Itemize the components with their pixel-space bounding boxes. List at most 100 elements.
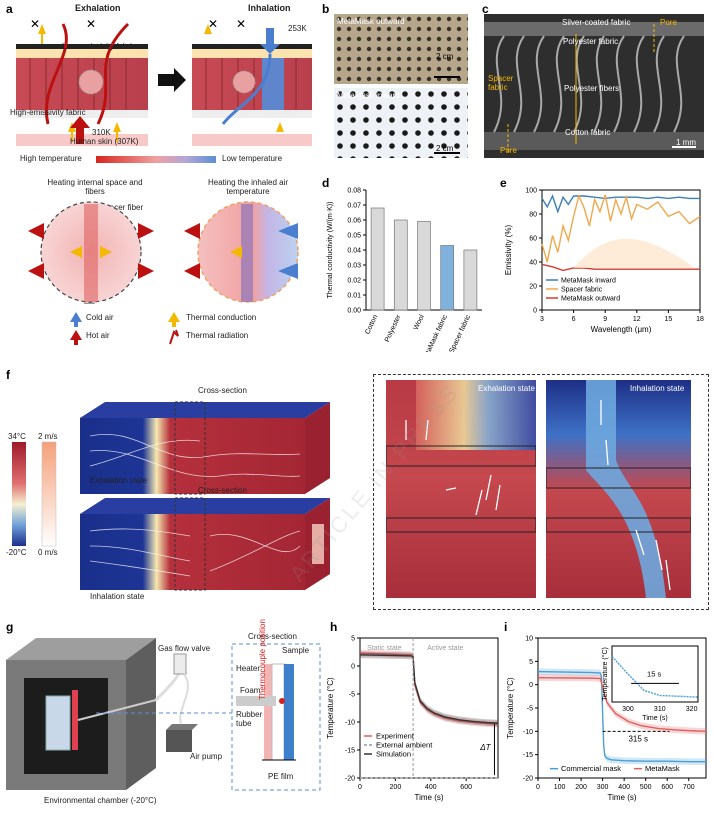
y-tick-label: 0.04: [347, 248, 361, 255]
temp-310-label: 310K: [92, 128, 111, 137]
y-tick-label: 0.03: [347, 263, 361, 270]
scale-bar-c: 1 mm: [676, 138, 696, 147]
cross-section-label-1: Cross-section: [198, 386, 247, 395]
inhalation-title: Inhalation: [248, 3, 291, 13]
y-tick-label: 0.02: [347, 278, 361, 285]
panel-label-d: d: [322, 176, 330, 190]
y-tick-label: 60: [529, 236, 537, 243]
x-axis-label: Wavelength (μm): [591, 325, 652, 334]
scale-bar-b2: 2 cm: [436, 144, 454, 153]
panel-label-b: b: [322, 2, 330, 16]
svg-text:✕: ✕: [30, 17, 40, 31]
svg-text:—: —: [84, 297, 95, 309]
sample-label: Sample: [282, 646, 310, 655]
cotton-fabric-label: Cotton fabric: [565, 128, 611, 137]
legend-label: MetaMask inward: [561, 278, 616, 285]
legend-thermal-radiation: Thermal radiation: [186, 331, 249, 340]
sem-image: [484, 14, 704, 158]
x-tick-label: 12: [633, 316, 641, 323]
legend-label: Commercial mask: [561, 764, 621, 773]
x-tick-label: 9: [603, 316, 607, 323]
x-tick-label: 500: [640, 784, 652, 791]
spacer-fabric-label: Spacer fabric: [488, 74, 514, 92]
y-tick-label: 20: [529, 284, 537, 291]
low-temp-label: Low temperature: [222, 154, 283, 163]
zoom-exhalation-label: Exhalation state: [478, 384, 535, 393]
thermocouple-label: Thermocouple position: [258, 619, 267, 700]
x-tick-label: Spacer fabric: [448, 313, 472, 352]
chart-i-temperature: 0 100 200 300 400 500 600 700 10 5 0 -5 -10 -15 -20 Tim…: [506, 636, 707, 802]
heating-inhaled-label: Heating the inhaled air temperature: [207, 178, 289, 196]
zoom-frame: [373, 374, 709, 610]
pe-film-label: PE film: [268, 772, 294, 781]
rubber-tube-label: Rubber tube: [236, 710, 263, 728]
x-tick-label: 300: [597, 784, 609, 791]
x-tick-label: 6: [572, 316, 576, 323]
legend-label: MetaMask: [645, 764, 680, 773]
vel-max-label: 2 m/s: [38, 432, 58, 441]
annotation-delta: ΔT: [479, 743, 491, 752]
outward-label: MetaMask outward: [337, 17, 405, 26]
series-band: [360, 649, 498, 728]
panel-label-a: a: [6, 2, 13, 16]
y-tick-label: 0: [533, 308, 537, 315]
bar: [393, 219, 408, 311]
y-tick-label: 10: [525, 636, 533, 643]
x-tick-label: Cotton: [364, 314, 379, 336]
legend-icons: [70, 312, 180, 345]
panel-label-h: h: [330, 620, 338, 634]
y-tick-label: 0.08: [347, 188, 361, 195]
series-line: [537, 670, 706, 763]
exhalation-title: Exhalation: [75, 3, 121, 13]
bar: [463, 249, 478, 311]
svg-text:✕: ✕: [208, 17, 218, 31]
x-tick-label: 700: [683, 784, 695, 791]
y-tick-label: 0.00: [347, 308, 361, 315]
polyester-fabric-label: Polyester fabric: [563, 37, 619, 46]
chart-d-thermal-conductivity: 0.00 0.01 0.02 0.03 0.04 0.05 0.06 0.07 0.08 Cott…: [327, 188, 482, 352]
plot-frame: [359, 637, 499, 779]
experimental-setup: [6, 638, 321, 791]
temp-253-label: 253K: [288, 24, 307, 33]
simulation-3d-boxes: [80, 401, 330, 591]
silver-fabric-label: Silver-coated fabric: [562, 18, 631, 27]
panel-label-c: c: [482, 2, 489, 16]
temp-min-label: -20°C: [6, 548, 27, 557]
legend-label: Spacer fabric: [561, 287, 603, 294]
y-tick-label: -15: [345, 748, 355, 755]
x-tick-label: 400: [425, 784, 437, 791]
x-tick-label: 18: [696, 316, 704, 323]
cross-section-label-2: Cross-section: [198, 486, 247, 495]
bar: [370, 207, 385, 311]
x-tick-label: 15: [665, 316, 673, 323]
x-tick-label: 0: [358, 784, 362, 791]
inset-series-line: [611, 656, 699, 698]
air-pump-label: Air pump: [190, 752, 223, 761]
inward-label: MetaMask inward: [337, 91, 400, 100]
annotation-315s: 315 s: [628, 735, 648, 744]
svg-text:✕: ✕: [236, 17, 246, 31]
heater-label: Heater: [236, 664, 261, 673]
inset-y-axis-label: Temperature (°C): [601, 647, 609, 701]
skin-label: Human skin (307K): [70, 137, 139, 146]
inset-x-tick-label: 300: [622, 706, 634, 713]
panel-label-i: i: [504, 620, 508, 634]
metamask-outward-photo: [334, 14, 468, 84]
x-tick-label: 600: [460, 784, 472, 791]
panel-label-f: f: [6, 368, 10, 382]
y-tick-label: -20: [523, 776, 533, 783]
legend-label: MetaMask outward: [561, 296, 620, 303]
series-band: [360, 651, 498, 727]
chamber-label: Environmental chamber (-20°C): [44, 796, 157, 805]
y-tick-label: 100: [525, 188, 537, 195]
legend-label: Experiment: [376, 732, 415, 741]
series-line: [541, 194, 700, 214]
schematic-top: ✕ ✕ ✕ ✕: [16, 17, 312, 163]
x-tick-label: Polyester: [384, 313, 403, 343]
x-tick-label: 3: [540, 316, 544, 323]
y-tick-label: 80: [529, 212, 537, 219]
legend-label: Simulation: [376, 750, 411, 759]
vel-min-label: 0 m/s: [38, 548, 58, 557]
chart-e-emissivity: 3 6 9 12 15 18 0 20 40 60 80 100 Wavelength (μm) Emis…: [504, 188, 704, 335]
panel-label-g: g: [6, 620, 14, 634]
